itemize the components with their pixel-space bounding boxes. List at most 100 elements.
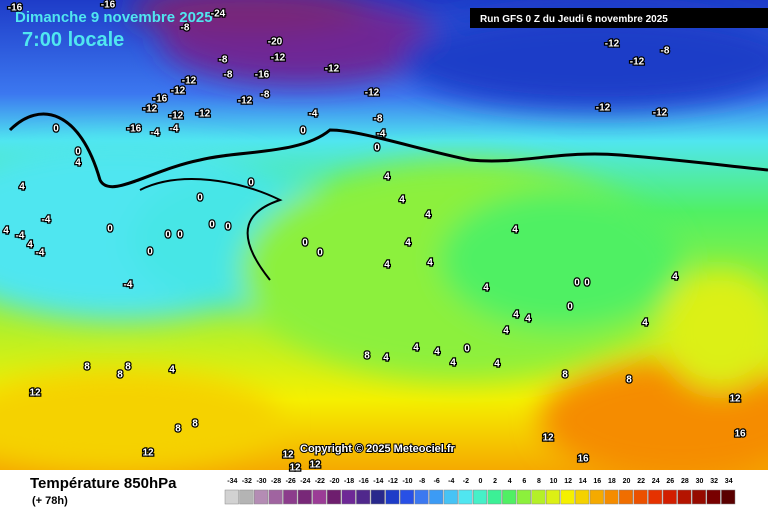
isotherm-label: 16	[734, 429, 746, 440]
isotherm-label: 8	[192, 419, 198, 430]
legend-swatch	[604, 489, 619, 505]
isotherm-label: -12	[365, 88, 380, 99]
legend-label: -14	[373, 478, 383, 485]
isotherm-label: -12	[630, 57, 645, 68]
legend-label: -32	[242, 478, 252, 485]
isotherm-label: -16	[127, 124, 142, 135]
isotherm-label: 16	[577, 454, 589, 465]
legend-label: 18	[608, 478, 616, 485]
isotherm-label: 0	[75, 147, 81, 158]
legend-label: -4	[448, 478, 454, 485]
legend-swatch	[443, 489, 458, 505]
isotherm-label: -24	[211, 9, 226, 20]
legend-label: 14	[579, 478, 587, 485]
legend-label: -18	[344, 478, 354, 485]
isotherm-label: -12	[171, 86, 186, 97]
legend-swatch	[633, 489, 648, 505]
isotherm-label: 0	[225, 222, 231, 233]
copyright: Copyright © 2025 Meteociel.fr	[300, 443, 456, 455]
isotherm-label: 0	[209, 220, 215, 231]
legend-label: 20	[623, 478, 631, 485]
legend-label: -34	[227, 478, 237, 485]
legend-swatch	[385, 489, 400, 505]
legend-swatch	[399, 489, 415, 505]
isotherm-label: 4	[413, 343, 419, 354]
isotherm-label: 4	[642, 318, 648, 329]
isotherm-label: -12	[196, 109, 211, 120]
legend-label: 12	[564, 478, 572, 485]
legend-label: 26	[666, 478, 674, 485]
isotherm-label: 0	[147, 247, 153, 258]
isotherm-label: 0	[248, 178, 254, 189]
isotherm-label: 0	[317, 248, 323, 259]
time: 7:00 locale	[22, 29, 124, 51]
isotherm-label: -8	[219, 55, 228, 66]
isotherm-label: -12	[653, 108, 668, 119]
legend-label: -30	[256, 478, 266, 485]
isotherm-label: 4	[384, 260, 390, 271]
legend-label: -20	[329, 478, 339, 485]
run-info: Run GFS 0 Z du Jeudi 6 novembre 2025	[480, 14, 668, 25]
isotherm-label: 4	[427, 258, 433, 269]
legend-swatch	[531, 489, 546, 505]
isotherm-label: 4	[525, 314, 531, 325]
legend-swatch	[662, 489, 677, 505]
isotherm-label: 4	[494, 359, 500, 370]
footer-title: Température 850hPa	[30, 475, 177, 492]
legend-label: -10	[402, 478, 412, 485]
legend-label: 16	[593, 478, 601, 485]
legend-label: 24	[652, 478, 660, 485]
legend-swatch	[589, 489, 604, 505]
legend-swatch	[312, 489, 327, 505]
legend-swatch	[648, 489, 663, 505]
legend-label: 6	[522, 478, 526, 485]
legend-swatch	[677, 489, 692, 505]
footer-lead: (+ 78h)	[32, 495, 68, 507]
isotherm-label: -16	[101, 0, 116, 11]
isotherm-label: 12	[729, 394, 741, 405]
legend-swatch	[224, 489, 239, 505]
isotherm-label: -12	[605, 39, 620, 50]
isotherm-label: -12	[182, 76, 197, 87]
legend-label: 34	[725, 478, 733, 485]
isotherm-label: 8	[175, 424, 181, 435]
isotherm-label: -4	[42, 215, 51, 226]
isotherm-label: -8	[261, 90, 270, 101]
isotherm-label: 0	[177, 230, 183, 241]
isotherm-label: 8	[117, 370, 123, 381]
legend-swatch	[575, 489, 590, 505]
legend-swatch	[691, 489, 707, 505]
isotherm-label: 4	[399, 195, 405, 206]
legend-swatch	[239, 489, 254, 505]
legend-label: -24	[300, 478, 310, 485]
isotherm-label: -20	[268, 37, 283, 48]
legend-label: 32	[710, 478, 718, 485]
isotherm-label: 4	[75, 158, 81, 169]
isotherm-label: 0	[165, 230, 171, 241]
isotherm-label: 4	[503, 326, 509, 337]
legend-swatch	[502, 489, 517, 505]
isotherm-label: 0	[300, 126, 306, 137]
isotherm-label: 4	[19, 182, 25, 193]
isotherm-label: 0	[464, 344, 470, 355]
legend-swatch	[721, 489, 736, 505]
legend-label: -22	[315, 478, 325, 485]
legend-label: 0	[479, 478, 483, 485]
legend-swatch	[706, 489, 721, 505]
legend-swatch	[472, 489, 488, 505]
isotherm-label: 12	[142, 448, 154, 459]
isotherm-label: 0	[53, 124, 59, 135]
isotherm-label: 4	[169, 365, 175, 376]
isotherm-label: -16	[153, 94, 168, 105]
isotherm-label: 12	[309, 460, 321, 471]
legend-swatch	[370, 489, 385, 505]
date: Dimanche 9 novembre 2025	[15, 9, 213, 26]
zero-isotherm	[8, 112, 768, 189]
legend-label: -16	[359, 478, 369, 485]
isotherm-label: 0	[574, 278, 580, 289]
isotherm-label: -4	[16, 231, 25, 242]
isotherm-label: 0	[584, 278, 590, 289]
temperature-field	[0, 0, 768, 480]
legend-swatch	[429, 489, 444, 505]
